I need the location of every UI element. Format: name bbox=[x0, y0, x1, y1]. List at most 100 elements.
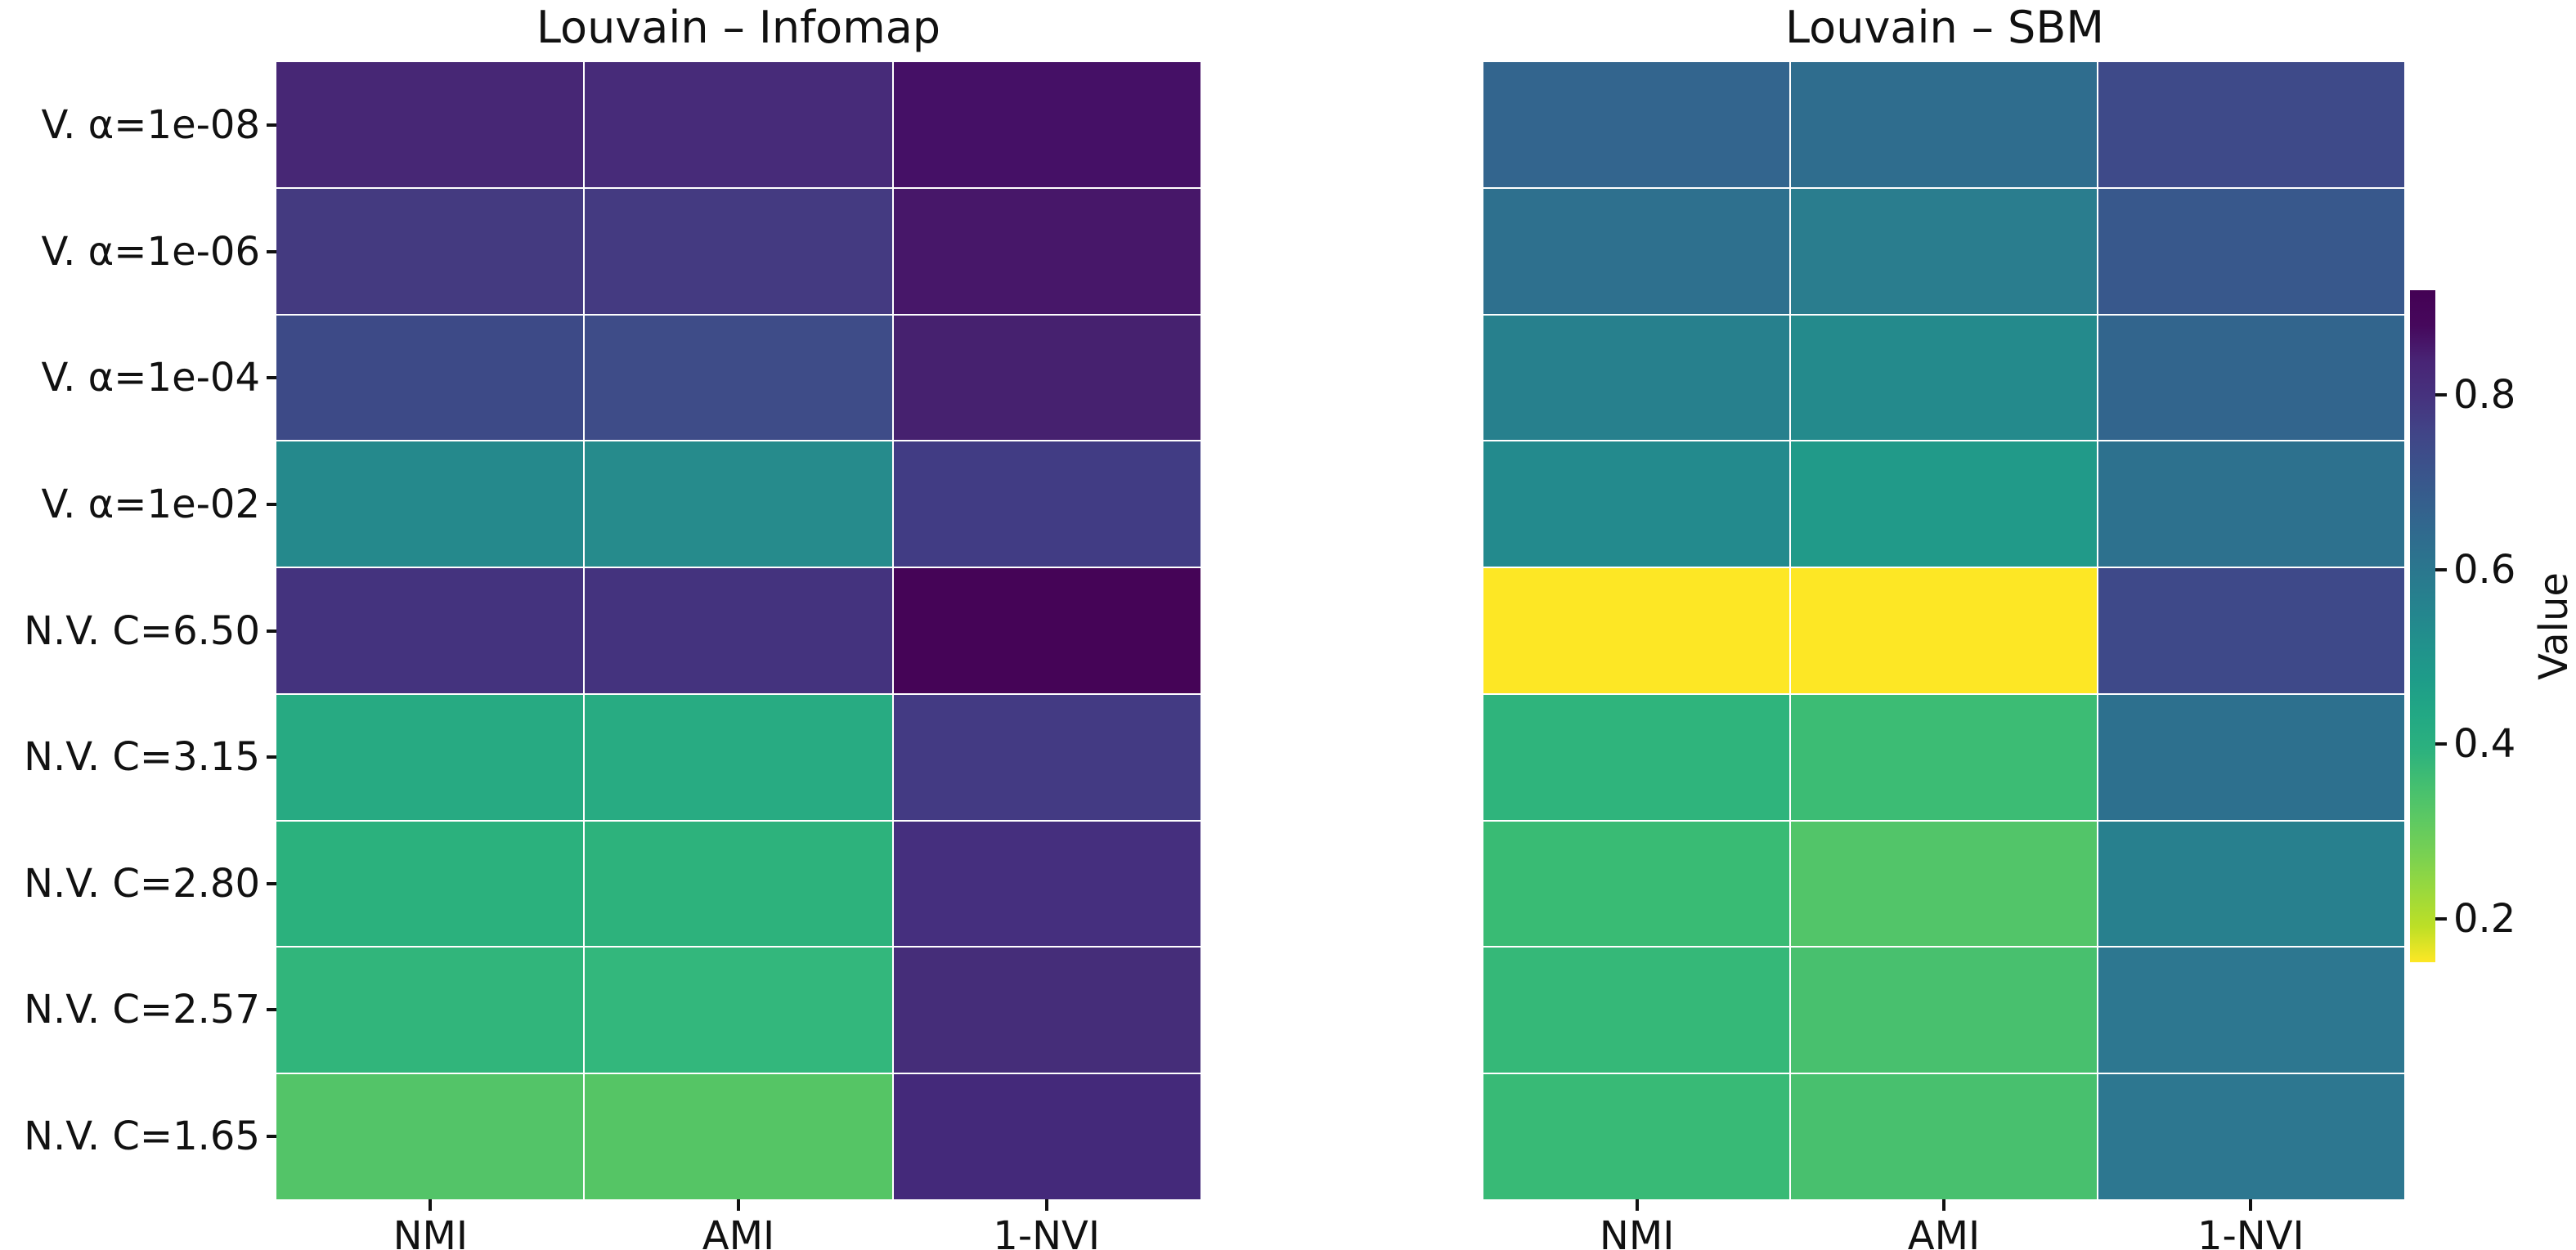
y-axis-row-labels: V. α=1e-08 V. α=1e-06 V. α=1e-04 V. α=1e-02… bbox=[0, 62, 260, 1199]
heatmap-cell bbox=[2098, 694, 2404, 820]
right-heatmap-title: Louvain – SBM bbox=[1785, 2, 2104, 53]
colorbar-tick-mark bbox=[2435, 916, 2447, 921]
heatmap-cell bbox=[1791, 568, 2097, 693]
heatmap-cell bbox=[893, 821, 1200, 947]
heatmap-cell bbox=[1791, 948, 2097, 1073]
heatmap-cell bbox=[585, 568, 892, 693]
heatmap-cell bbox=[585, 441, 892, 567]
colorbar-tick-mark bbox=[2435, 393, 2447, 397]
heatmap-cell bbox=[276, 1074, 584, 1199]
x-axis-labels-right: NMI AMI 1-NVI bbox=[1483, 1213, 2404, 1250]
row-label: N.V. C=2.80 bbox=[24, 860, 260, 907]
heatmap-cell bbox=[1483, 821, 1789, 947]
x-tick-mark bbox=[2249, 1199, 2253, 1211]
y-tick-mark bbox=[267, 629, 276, 633]
heatmap-cell bbox=[893, 568, 1200, 693]
y-tick-mark bbox=[267, 249, 276, 253]
heatmap-cell bbox=[585, 188, 892, 314]
heatmap-cell bbox=[585, 948, 892, 1073]
heatmap-cell bbox=[893, 1074, 1200, 1199]
x-axis-labels-left: NMI AMI 1-NVI bbox=[276, 1213, 1200, 1250]
heatmap-cell bbox=[2098, 1074, 2404, 1199]
x-tick-mark bbox=[737, 1199, 740, 1211]
row-label: V. α=1e-08 bbox=[41, 102, 261, 149]
heatmap-louvain-infomap bbox=[276, 62, 1200, 1199]
heatmap-cell bbox=[276, 948, 584, 1073]
heatmap-cell bbox=[2098, 821, 2404, 947]
y-tick-mark bbox=[267, 502, 276, 506]
heatmap-cell bbox=[1483, 948, 1789, 1073]
heatmap-cell bbox=[893, 694, 1200, 820]
heatmap-cell bbox=[1791, 821, 2097, 947]
colorbar-tick-label: 0.6 bbox=[2453, 546, 2516, 593]
x-tick-mark bbox=[429, 1199, 433, 1211]
y-tick-mark bbox=[267, 123, 276, 128]
heatmap-cell bbox=[893, 441, 1200, 567]
colorbar-axis-label: Value bbox=[2529, 290, 2576, 962]
row-label: N.V. C=2.57 bbox=[24, 987, 260, 1033]
y-tick-mark bbox=[267, 755, 276, 759]
row-label: V. α=1e-06 bbox=[41, 228, 261, 275]
colorbar bbox=[2410, 290, 2435, 962]
heatmap-cell bbox=[585, 1074, 892, 1199]
heatmap-cell bbox=[2098, 315, 2404, 441]
heatmap-cell bbox=[2098, 188, 2404, 314]
heatmap-cell bbox=[1483, 568, 1789, 693]
colorbar-tick-label: 0.2 bbox=[2453, 895, 2516, 942]
heatmap-cell bbox=[1791, 441, 2097, 567]
row-label: V. α=1e-02 bbox=[41, 481, 261, 527]
heatmap-cell bbox=[276, 188, 584, 314]
heatmap-cell bbox=[585, 694, 892, 820]
colorbar-tick-mark bbox=[2435, 567, 2447, 571]
heatmap-cell bbox=[585, 821, 892, 947]
y-tick-mark bbox=[267, 1008, 276, 1012]
y-tick-mark bbox=[267, 1134, 276, 1138]
colorbar-tick-mark bbox=[2435, 742, 2447, 746]
heatmap-louvain-sbm bbox=[1483, 62, 2404, 1199]
heatmap-cell bbox=[1483, 315, 1789, 441]
x-axis-label: AMI bbox=[1907, 1213, 1981, 1250]
x-tick-mark bbox=[1942, 1199, 1945, 1211]
heatmap-cell bbox=[276, 821, 584, 947]
heatmap-cell bbox=[893, 62, 1200, 187]
x-axis-ticks-right bbox=[1483, 1199, 2404, 1211]
heatmap-cell bbox=[2098, 568, 2404, 693]
heatmap-cell bbox=[1483, 62, 1789, 187]
heatmap-cell bbox=[276, 62, 584, 187]
heatmap-cell bbox=[1791, 694, 2097, 820]
y-axis-ticks bbox=[267, 62, 276, 1199]
colorbar-axis-label-text: Value bbox=[2531, 572, 2576, 680]
heatmap-cell bbox=[1483, 441, 1789, 567]
heatmap-cell bbox=[276, 568, 584, 693]
heatmap-cell bbox=[1791, 188, 2097, 314]
heatmap-cell bbox=[1791, 1074, 2097, 1199]
heatmap-cell bbox=[585, 62, 892, 187]
heatmap-cell bbox=[1483, 694, 1789, 820]
heatmap-cell bbox=[1483, 188, 1789, 314]
colorbar-tick-labels: 0.8 0.6 0.4 0.2 bbox=[2453, 290, 2535, 962]
x-axis-label: 1-NVI bbox=[2197, 1213, 2304, 1250]
heatmap-cell bbox=[2098, 62, 2404, 187]
y-tick-mark bbox=[267, 376, 276, 380]
heatmap-cell bbox=[1791, 62, 2097, 187]
row-label: V. α=1e-04 bbox=[41, 355, 261, 401]
x-tick-mark bbox=[1044, 1199, 1048, 1211]
heatmap-cell bbox=[276, 441, 584, 567]
colorbar-tick-label: 0.4 bbox=[2453, 721, 2516, 768]
heatmap-cell bbox=[276, 694, 584, 820]
left-heatmap-title: Louvain – Infomap bbox=[536, 2, 941, 53]
x-tick-mark bbox=[1635, 1199, 1639, 1211]
heatmap-cell bbox=[893, 315, 1200, 441]
heatmap-cell bbox=[893, 188, 1200, 314]
x-axis-ticks-left bbox=[276, 1199, 1200, 1211]
heatmap-cell bbox=[1483, 1074, 1789, 1199]
y-tick-mark bbox=[267, 881, 276, 885]
heatmap-cell bbox=[585, 315, 892, 441]
colorbar-tick-label: 0.8 bbox=[2453, 372, 2516, 419]
row-label: N.V. C=1.65 bbox=[24, 1113, 260, 1159]
colorbar-ticks bbox=[2435, 290, 2447, 962]
x-axis-label: NMI bbox=[393, 1213, 469, 1250]
heatmap-cell bbox=[2098, 441, 2404, 567]
heatmap-cell bbox=[2098, 948, 2404, 1073]
